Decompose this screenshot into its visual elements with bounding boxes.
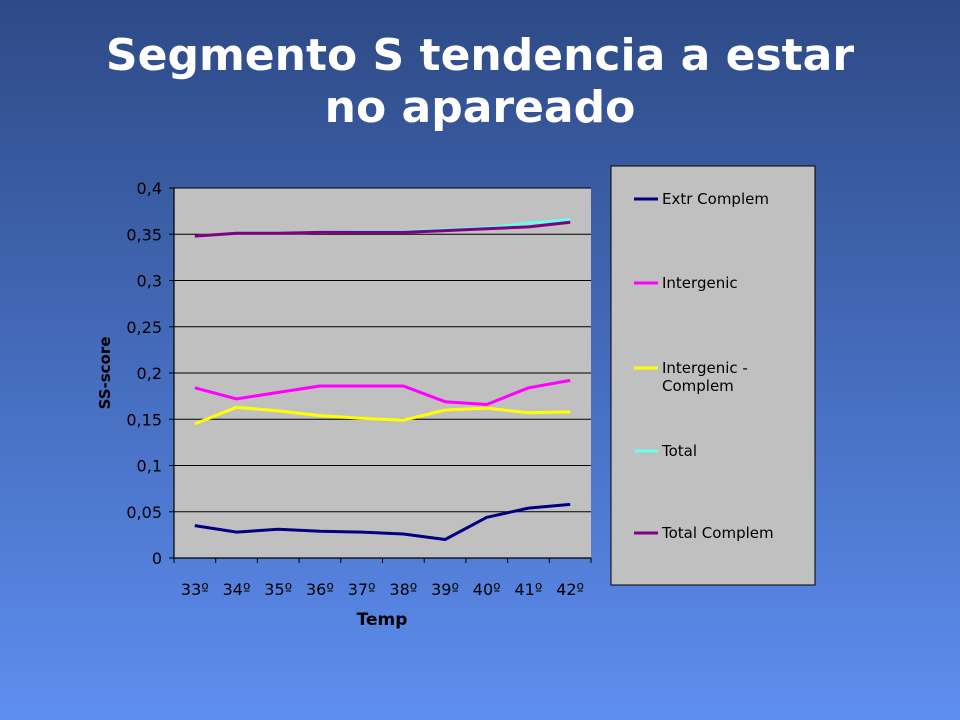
y-tick-label: 0,05 [126, 503, 162, 522]
series-line-extr-complem [194, 502, 571, 541]
slide-title: Segmento S tendencia a estar no apareado [0, 30, 960, 134]
slide-title-line-1: Segmento S tendencia a estar [105, 30, 855, 81]
gridlines [174, 187, 591, 513]
legend-box [610, 165, 816, 586]
x-axis-ticks: 33º 34º 35º 36º 37º 38º 39º 40º 41º 42º [173, 558, 592, 599]
x-tick-label: 39º [431, 580, 459, 599]
legend-label: Total [661, 442, 697, 460]
x-tick-label: 36º [306, 580, 334, 599]
legend-label: Intergenic [662, 274, 738, 292]
y-axis-ticks: 0 0,05 0,1 0,15 0,2 0,25 0,3 0,35 0,4 [126, 179, 174, 568]
legend-label: Total Complem [661, 524, 774, 542]
x-tick-label: 41º [514, 580, 542, 599]
slide-title-line-2: no apareado [324, 82, 636, 133]
x-tick-label: 33º [181, 580, 209, 599]
x-tick-label: 34º [223, 580, 251, 599]
y-tick-label: 0,35 [126, 225, 162, 244]
y-tick-label: 0,2 [137, 364, 162, 383]
y-tick-label: 0,15 [126, 410, 162, 429]
x-tick-label: 35º [264, 580, 292, 599]
legend: Extr Complem Intergenic Intergenic -Comple… [634, 190, 774, 542]
series-line-intergenic-complem [194, 405, 571, 426]
y-tick-label: 0 [152, 549, 162, 568]
x-axis-title: Temp [357, 610, 408, 630]
y-tick-label: 0,3 [137, 272, 162, 291]
x-tick-label: 40º [473, 580, 501, 599]
legend-label: Intergenic -Complem [662, 359, 748, 395]
x-tick-label: 37º [348, 580, 376, 599]
y-tick-label: 0,4 [137, 179, 162, 198]
series-lines [194, 218, 571, 541]
x-tick-label: 38º [389, 580, 417, 599]
x-tick-label: 42º [556, 580, 584, 599]
legend-label: Extr Complem [662, 190, 769, 208]
series-line-total-complem [194, 220, 571, 238]
y-axis-title: SS-score [96, 337, 114, 410]
series-line-intergenic [194, 378, 571, 406]
y-tick-label: 0,25 [126, 318, 162, 337]
y-tick-label: 0,1 [137, 457, 162, 476]
